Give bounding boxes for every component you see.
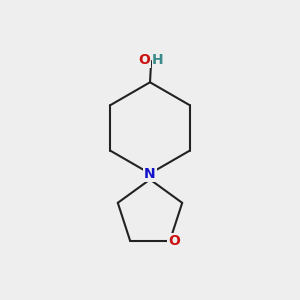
Text: O: O: [168, 234, 180, 248]
Text: H: H: [152, 53, 164, 68]
Text: O: O: [138, 53, 150, 68]
Text: N: N: [144, 167, 156, 181]
